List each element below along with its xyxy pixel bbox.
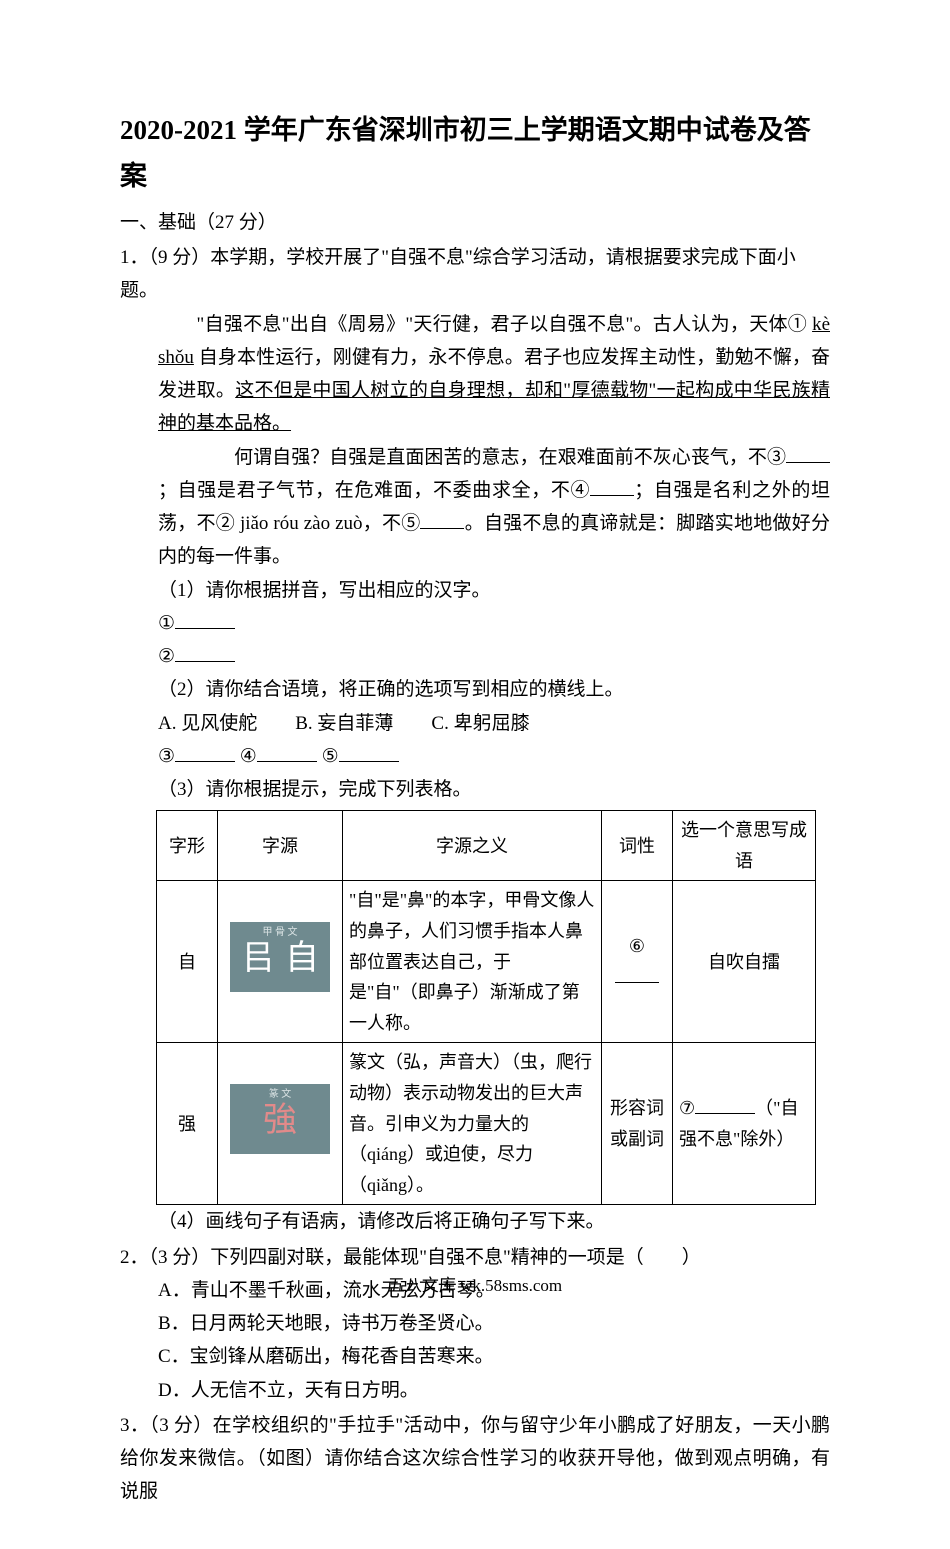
q1-passage-1: "自强不息"出自《周易》"天行健，君子以自强不息"。古人认为，天体① kè sh…: [120, 308, 830, 441]
circled-6: ⑥: [629, 936, 645, 956]
q1-sub2-blanks: ③ ④ ⑤: [120, 740, 830, 773]
q2-choice-b[interactable]: B．日月两轮天地眼，诗书万卷圣贤心。: [120, 1307, 830, 1340]
q1-sub1-blank1: ①: [120, 607, 830, 640]
cell-idiom-qiang: ⑦（"自强不息"除外）: [673, 1043, 816, 1205]
question-3: 3．（3 分）在学校组织的"手拉手"活动中，你与留守少年小鹏成了好朋友，一天小鹏…: [120, 1409, 830, 1509]
th-shape: 字形: [157, 811, 218, 881]
q2-stem: 2．（3 分）下列四副对联，最能体现"自强不息"精神的一项是（ ）: [120, 1241, 830, 1274]
origin-caption-zi: 甲 骨 文: [230, 924, 330, 941]
blank-c6[interactable]: [615, 964, 659, 983]
q1-p1-a: "自强不息"出自《周易》"天行健，君子以自强不息"。古人认为，天体①: [158, 314, 812, 335]
circled-2: ②: [158, 646, 175, 667]
cell-meaning-qiang: 篆文（弘，声音大）（虫，爬行动物）表示动物发出的巨大声音。引申义为力量大的（qi…: [343, 1043, 602, 1205]
section-1-head: 一、基础（27 分）: [120, 206, 830, 239]
blank-3[interactable]: [786, 443, 830, 463]
char-table: 字形 字源 字源之义 词性 选一个意思写成语 自 甲 骨 文 㠯: [156, 810, 816, 1205]
circled-3: ③: [158, 746, 175, 767]
cell-meaning-zi: "自"是"鼻"的本字，甲骨文像人的鼻子，人们习惯手指本人鼻部位置表达自己，于是"…: [343, 881, 602, 1043]
circled-7: ⑦: [679, 1098, 695, 1118]
blank-c5[interactable]: [339, 742, 399, 762]
q1-p2-d: ，不⑤: [363, 513, 421, 534]
th-meaning: 字源之义: [343, 811, 602, 881]
page-footer: 五八文库 wk.58sms.com: [0, 1271, 950, 1296]
q1-sub1: （1）请你根据拼音，写出相应的汉字。: [120, 574, 830, 607]
q1-stem: 1．（9 分）本学期，学校开展了"自强不息"综合学习活动，请根据要求完成下面小题…: [120, 241, 830, 308]
blank-c4[interactable]: [257, 742, 317, 762]
q3-stem: 3．（3 分）在学校组织的"手拉手"活动中，你与留守少年小鹏成了好朋友，一天小鹏…: [120, 1409, 830, 1509]
q1-pinyin-2: jiǎo róu zào zuò: [240, 513, 363, 534]
title-line-1: 2020-2021 学年广东省深圳市初三上学期语文期中试卷及答: [120, 115, 811, 145]
blank-c7[interactable]: [695, 1095, 755, 1114]
th-pos: 词性: [602, 811, 673, 881]
circled-4: ④: [240, 746, 257, 767]
th-origin: 字源: [218, 811, 343, 881]
cell-idiom-zi: 自吹自擂: [673, 881, 816, 1043]
cell-pos-qiang: 形容词或副词: [602, 1043, 673, 1205]
oracle-glyph-zi-1: 㠯: [241, 942, 275, 976]
cell-char-qiang: 强: [157, 1043, 218, 1205]
cell-pos-zi: ⑥: [602, 881, 673, 1043]
table-header-row: 字形 字源 字源之义 词性 选一个意思写成语: [157, 811, 816, 881]
origin-image-zi: 甲 骨 文 㠯 自: [230, 922, 330, 992]
th-idiom: 选一个意思写成语: [673, 811, 816, 881]
circled-5: ⑤: [322, 746, 339, 767]
blank-4[interactable]: [590, 476, 634, 496]
blank-circled-2[interactable]: [175, 642, 235, 662]
q1-sub1-blank2: ②: [120, 640, 830, 673]
cell-char-zi: 自: [157, 881, 218, 1043]
title-line-2: 案: [120, 161, 147, 191]
question-2: 2．（3 分）下列四副对联，最能体现"自强不息"精神的一项是（ ） A．青山不墨…: [120, 1241, 830, 1407]
q1-passage-2: 何谓自强？自强是直面困苦的意志，在艰难面前不灰心丧气，不③ ；自强是君子气节，在危…: [120, 441, 830, 574]
table-row-zi: 自 甲 骨 文 㠯 自 "自"是"鼻"的本字，甲骨文像人的鼻子，人们习惯手指本人…: [157, 881, 816, 1043]
q1-p2-b: ；自强是君子气节，在危难面，不委曲求全，不④: [158, 480, 590, 501]
q2-choice-c[interactable]: C．宝剑锋从磨砺出，梅花香自苦寒来。: [120, 1340, 830, 1373]
circled-1: ①: [158, 613, 175, 634]
blank-circled-1[interactable]: [175, 609, 235, 629]
q2-choice-d[interactable]: D．人无信不立，天有日方明。: [120, 1374, 830, 1407]
q1-underline-sentence: 这不但是中国人树立的自身理想，却和"厚德载物"一起构成中华民族精神的基本品格。: [158, 380, 830, 434]
page-root: 2020-2021 学年广东省深圳市初三上学期语文期中试卷及答 案 一、基础（2…: [0, 0, 950, 1549]
q1-sub3: （3）请你根据提示，完成下列表格。: [120, 773, 830, 806]
blank-5[interactable]: [420, 509, 464, 529]
origin-caption-qiang: 篆 文: [230, 1086, 330, 1103]
cell-origin-qiang: 篆 文 強: [218, 1043, 343, 1205]
question-1: 1．（9 分）本学期，学校开展了"自强不息"综合学习活动，请根据要求完成下面小题…: [120, 241, 830, 1239]
q1-sub2: （2）请你结合语境，将正确的选项写到相应的横线上。: [120, 673, 830, 706]
origin-image-qiang: 篆 文 強: [230, 1084, 330, 1154]
q1-p2-a: 何谓自强？自强是直面困苦的意志，在艰难面前不灰心丧气，不③: [158, 447, 786, 468]
oracle-glyph-zi-2: 自: [285, 942, 319, 976]
cell-origin-zi: 甲 骨 文 㠯 自: [218, 881, 343, 1043]
table-row-qiang: 强 篆 文 強 篆文（弘，声音大）（虫，爬行动物）表示动物发出的巨大声音。引申义…: [157, 1043, 816, 1205]
seal-glyph-qiang: 強: [263, 1104, 297, 1138]
blank-c3[interactable]: [175, 742, 235, 762]
q1-sub4: （4）画线句子有语病，请修改后将正确句子写下来。: [120, 1205, 830, 1238]
doc-title: 2020-2021 学年广东省深圳市初三上学期语文期中试卷及答 案: [120, 108, 830, 200]
q1-sub2-choices: A. 见风使舵 B. 妄自菲薄 C. 卑躬屈膝: [120, 707, 830, 740]
